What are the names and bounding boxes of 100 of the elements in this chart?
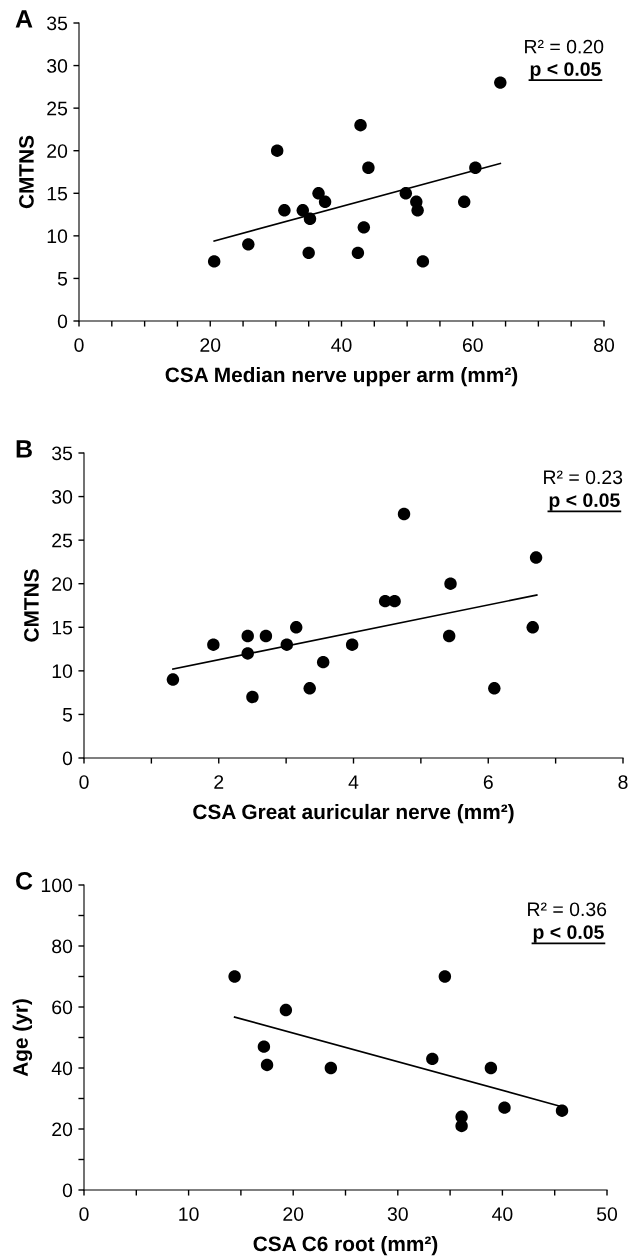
point — [458, 195, 471, 209]
x-tick-label: 0 — [79, 775, 89, 789]
x-tick-label: 8 — [618, 775, 628, 789]
x-tick-label: 0 — [79, 1207, 89, 1221]
x-tick-label: 80 — [594, 338, 615, 352]
point — [397, 507, 411, 521]
y-tick-label: 35 — [47, 16, 68, 31]
point — [488, 682, 501, 695]
point — [270, 144, 284, 157]
y-tick-label: 25 — [47, 101, 68, 116]
y-tick-label: 35 — [52, 446, 73, 461]
y-axis-title: Age (yr) — [12, 999, 33, 1077]
point — [259, 629, 273, 643]
point — [494, 76, 507, 89]
x-tick-label: 30 — [387, 1207, 408, 1221]
x-tick-label: 4 — [348, 775, 359, 789]
x-tick-label: 50 — [596, 1207, 618, 1221]
x-axis-title: CSA Median nerve upper arm (mm²) — [165, 366, 518, 387]
point — [241, 647, 254, 660]
x-tick-label: 40 — [492, 1207, 513, 1221]
annotation: R² = 0.23 — [544, 470, 623, 485]
point — [388, 594, 401, 608]
text: A — [15, 10, 33, 28]
x-axis-title: CSA Great auricular nerve (mm²) — [193, 803, 514, 824]
point — [280, 638, 294, 651]
y-tick-label: 30 — [52, 490, 73, 504]
y-tick-label: 0 — [57, 314, 68, 329]
point — [242, 238, 255, 251]
point — [526, 621, 539, 634]
point — [302, 246, 315, 260]
y-tick-label: 5 — [57, 272, 68, 286]
point — [399, 187, 413, 200]
y-tick-label: 40 — [51, 1061, 73, 1076]
annotation: p < 0.05 — [549, 493, 620, 511]
point — [455, 1119, 468, 1133]
text: C — [16, 872, 33, 890]
y-tick-label: 0 — [62, 751, 73, 766]
point — [303, 212, 317, 226]
y-tick-label: 80 — [52, 939, 73, 954]
point — [529, 551, 543, 564]
x-tick-label: 60 — [462, 338, 483, 352]
x-tick-label: 0 — [74, 338, 84, 352]
y-tick-label: 10 — [47, 229, 68, 244]
y-axis-title: CMTNS — [19, 135, 34, 209]
point — [241, 629, 254, 643]
point — [166, 673, 180, 686]
point — [290, 621, 303, 634]
point — [207, 255, 221, 268]
y-tick-label: 100 — [41, 878, 73, 893]
x-axis-title: CSA C6 root (mm²) — [253, 1235, 438, 1256]
point — [316, 655, 330, 669]
point — [303, 682, 316, 695]
point — [416, 255, 430, 268]
point — [426, 1052, 439, 1066]
annotation: R² = 0.20 — [525, 39, 604, 54]
point — [228, 970, 241, 983]
y-tick-label: 25 — [52, 533, 73, 548]
text: B — [16, 440, 32, 458]
point — [498, 1101, 511, 1114]
y-tick-label: 30 — [47, 59, 68, 73]
y-tick-label: 0 — [62, 1183, 73, 1198]
y-tick-label: 15 — [52, 620, 73, 635]
y-tick-label: 5 — [62, 708, 73, 722]
point — [357, 221, 371, 234]
y-tick-label: 20 — [52, 577, 73, 591]
point — [260, 1058, 274, 1072]
annotation: p < 0.05 — [530, 62, 601, 80]
point — [257, 1040, 271, 1053]
x-tick-label: 20 — [200, 338, 221, 352]
point — [345, 638, 359, 651]
x-tick-label: 6 — [483, 775, 493, 789]
point — [442, 629, 456, 643]
annotation: R² = 0.36 — [528, 902, 607, 917]
point — [354, 118, 367, 132]
x-tick-label: 10 — [179, 1207, 199, 1221]
point — [279, 1003, 293, 1017]
point — [555, 1104, 569, 1117]
point — [362, 161, 375, 174]
point — [438, 970, 452, 983]
point — [484, 1061, 498, 1075]
y-tick-label: 60 — [52, 1000, 73, 1015]
y-axis-title: CMTNS — [24, 569, 39, 642]
point — [324, 1061, 338, 1075]
point — [411, 204, 424, 217]
point — [312, 187, 325, 200]
point — [207, 638, 220, 651]
y-tick-label: 10 — [52, 664, 73, 679]
y-tick-label: 20 — [47, 144, 68, 158]
y-tick-label: 15 — [47, 186, 68, 201]
point — [296, 204, 309, 217]
annotation: p < 0.05 — [533, 925, 604, 943]
point — [318, 195, 332, 209]
x-tick-label: 40 — [331, 338, 352, 352]
point — [246, 690, 259, 704]
y-tick-label: 20 — [52, 1122, 73, 1137]
point — [278, 204, 291, 217]
x-tick-label: 20 — [283, 1207, 304, 1221]
point — [351, 246, 365, 260]
point — [444, 577, 457, 590]
point — [469, 161, 482, 174]
